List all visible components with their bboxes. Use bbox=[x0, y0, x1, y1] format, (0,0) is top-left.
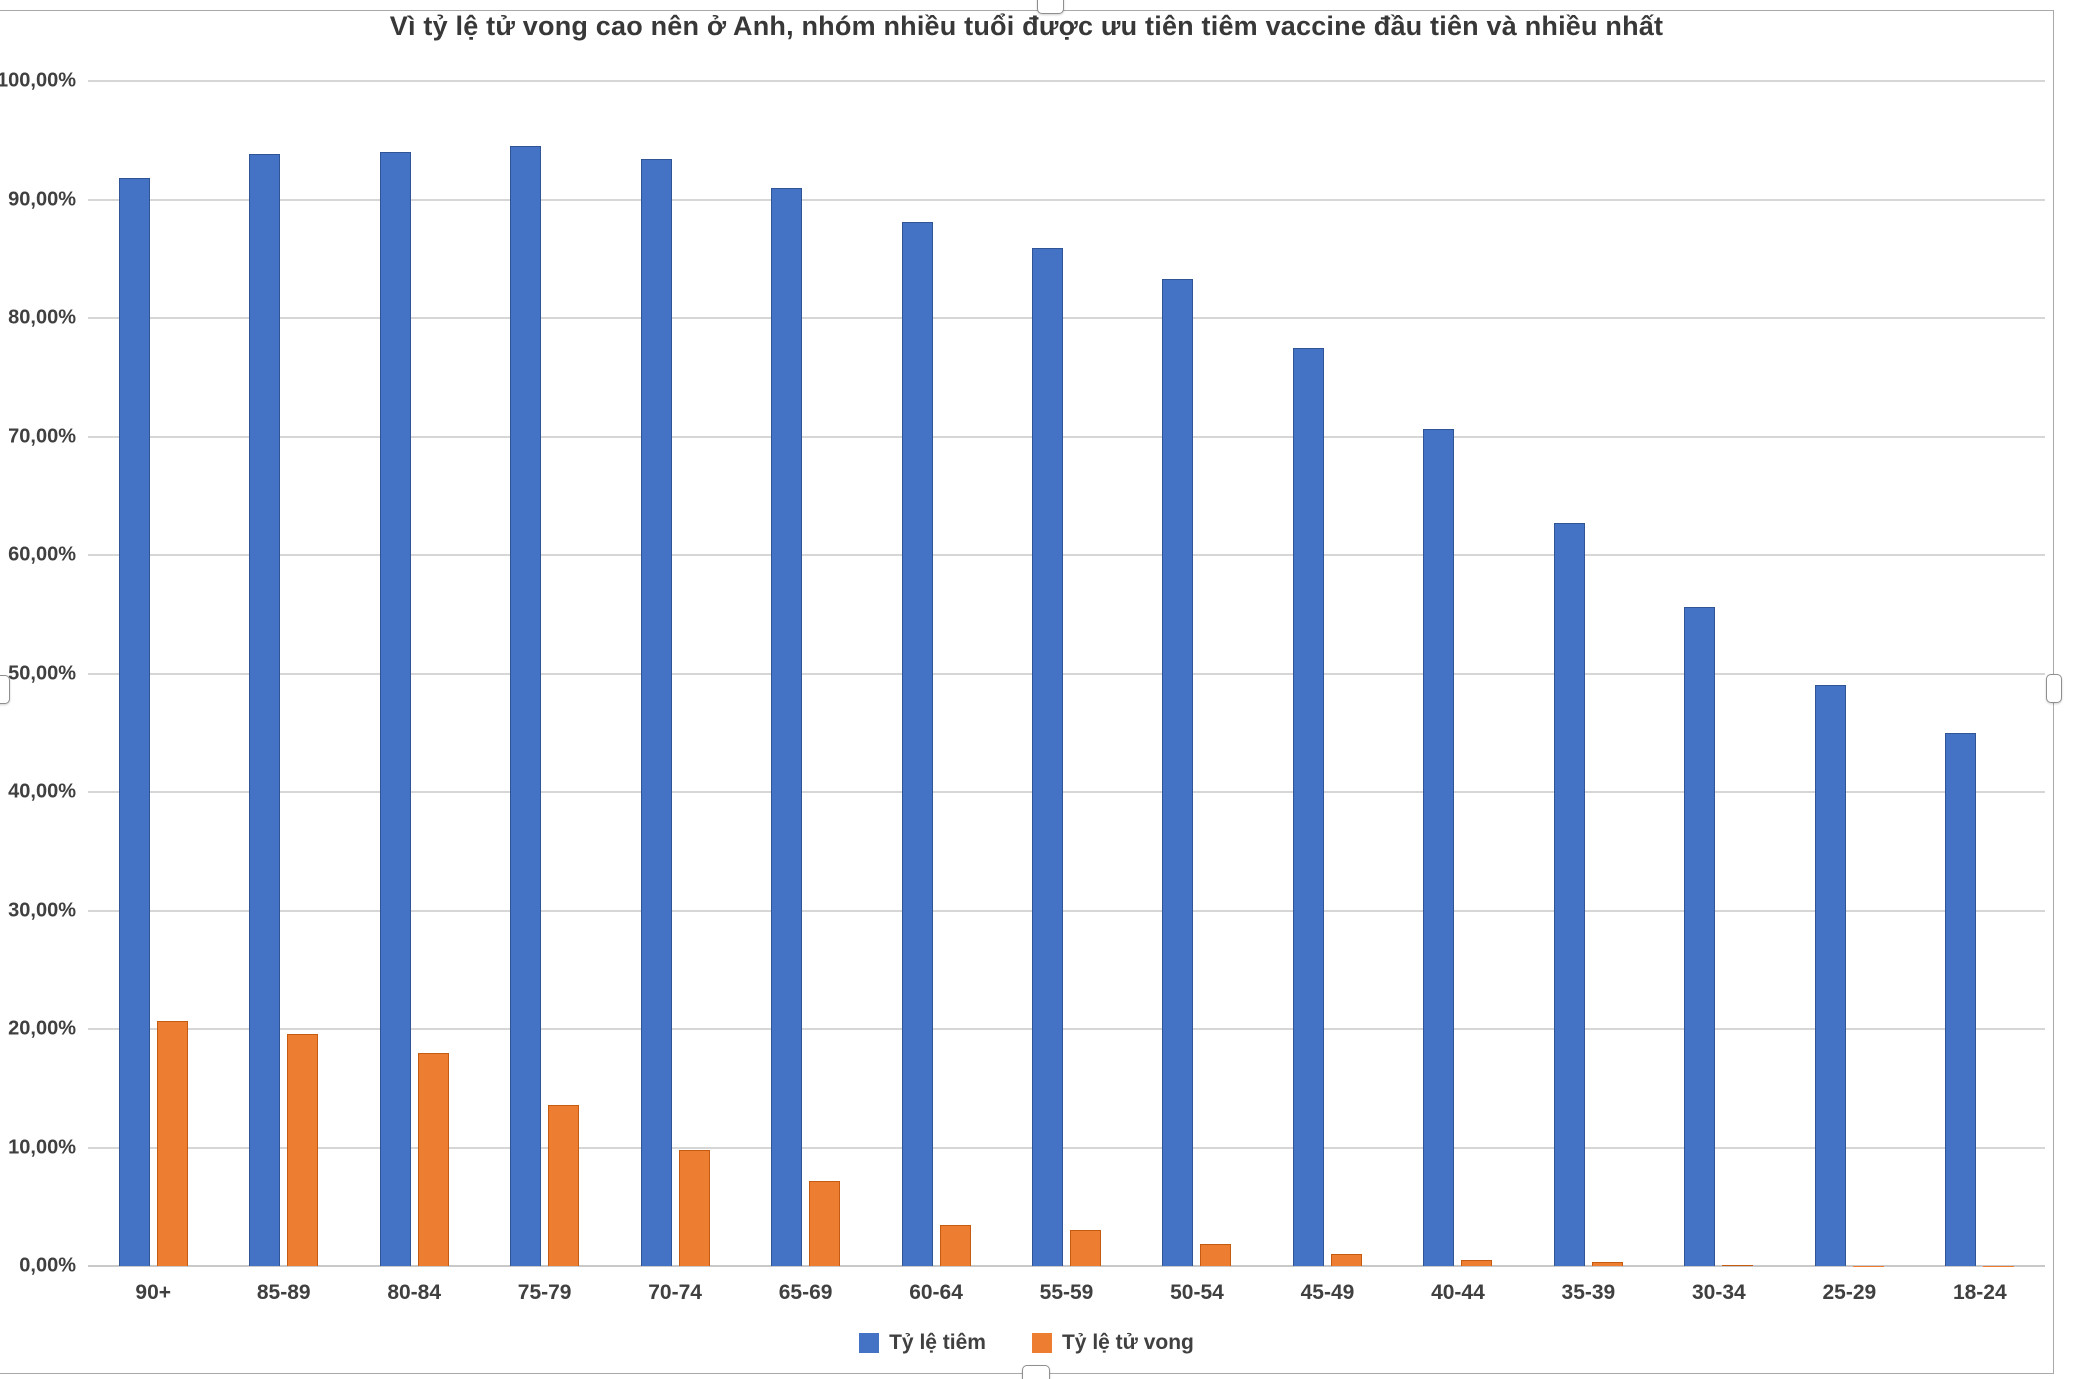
bar-ty-le-tu-vong bbox=[1591, 1262, 1623, 1266]
bar-ty-le-tiem bbox=[1292, 347, 1324, 1266]
x-tick-label: 18-24 bbox=[1952, 1281, 2007, 1304]
category-group bbox=[1654, 81, 1784, 1266]
y-gridline bbox=[88, 198, 2045, 201]
y-tick-label: 0,00% bbox=[19, 1254, 76, 1277]
bar-ty-le-tiem bbox=[379, 152, 411, 1266]
category-group bbox=[1001, 81, 1131, 1266]
y-gridline bbox=[88, 554, 2045, 556]
legend-label: Tỷ lệ tiêm bbox=[889, 1331, 986, 1354]
x-tick-label: 25-29 bbox=[1822, 1281, 1877, 1304]
category-group bbox=[88, 81, 218, 1266]
x-tick-label: 60-64 bbox=[909, 1281, 963, 1304]
category-group bbox=[871, 81, 1001, 1266]
x-tick-label: 65-69 bbox=[778, 1281, 833, 1304]
y-gridline bbox=[88, 435, 2045, 438]
resize-handle-top[interactable] bbox=[1037, 0, 1064, 14]
resize-handle-left[interactable] bbox=[0, 675, 10, 704]
bar-ty-le-tu-vong bbox=[939, 1224, 971, 1266]
bar-ty-le-tiem bbox=[1945, 732, 1977, 1266]
y-gridline bbox=[88, 1265, 2045, 1267]
x-tick-label: 70-74 bbox=[648, 1281, 702, 1304]
bar-ty-le-tiem bbox=[1423, 429, 1455, 1266]
category-group bbox=[479, 81, 609, 1266]
y-tick-label: 30,00% bbox=[8, 899, 76, 921]
legend-label: Tỷ lệ tử vong bbox=[1061, 1331, 1194, 1354]
y-gridline bbox=[88, 317, 2045, 319]
category-group bbox=[1915, 81, 2045, 1266]
x-tick-label: 40-44 bbox=[1431, 1281, 1485, 1304]
chart-title: Vì tỷ lệ tử vong cao nên ở Anh, nhóm nhi… bbox=[389, 11, 1664, 41]
y-tick-label: 50,00% bbox=[8, 662, 76, 684]
bar-ty-le-tiem bbox=[771, 187, 803, 1266]
category-group bbox=[1784, 81, 1914, 1266]
x-tick-label: 80-84 bbox=[387, 1281, 442, 1304]
category-group bbox=[1523, 81, 1653, 1266]
y-gridline bbox=[88, 1028, 2045, 1030]
bar-ty-le-tu-vong bbox=[1330, 1254, 1362, 1266]
x-tick-label: 55-59 bbox=[1039, 1281, 1094, 1304]
y-tick-label: 40,00% bbox=[8, 780, 76, 803]
y-gridline bbox=[88, 80, 2045, 82]
bar-ty-le-tiem bbox=[249, 154, 281, 1266]
y-gridline bbox=[88, 672, 2045, 675]
x-tick-label: 35-39 bbox=[1561, 1281, 1616, 1304]
x-tick-label: 50-54 bbox=[1170, 1281, 1224, 1304]
y-tick-label: 20,00% bbox=[8, 1017, 76, 1040]
category-group bbox=[1393, 81, 1523, 1266]
bar-ty-le-tiem bbox=[1814, 685, 1846, 1266]
bar-ty-le-tu-vong bbox=[156, 1020, 188, 1266]
bar-ty-le-tiem bbox=[1684, 607, 1716, 1266]
bar-ty-le-tu-vong bbox=[678, 1149, 710, 1266]
y-gridline bbox=[88, 1146, 2045, 1149]
x-tick-label: 45-49 bbox=[1300, 1281, 1355, 1304]
resize-handle-bottom[interactable] bbox=[1022, 1365, 1050, 1379]
category-group bbox=[218, 81, 348, 1266]
y-tick-label: 100,00% bbox=[0, 69, 76, 92]
plot-area: 0,00% 10,00% 20,00% 30,00% 40,00% 50,00% 60,00… bbox=[0, 70, 2045, 1277]
bar-ty-le-tiem bbox=[901, 222, 933, 1266]
category-group bbox=[349, 81, 479, 1266]
category-group bbox=[740, 81, 870, 1266]
bar-ty-le-tu-vong bbox=[1722, 1264, 1754, 1266]
y-tick-label: 10,00% bbox=[8, 1136, 76, 1158]
legend-item-ty-le-tiem: Tỷ lệ tiêm bbox=[859, 1331, 986, 1355]
legend-swatch-ty-le-tu-vong bbox=[1031, 1333, 1052, 1353]
y-tick-label: 60,00% bbox=[8, 543, 76, 566]
x-tick-label: 90+ bbox=[135, 1281, 172, 1304]
x-tick-label: 30-34 bbox=[1692, 1281, 1746, 1304]
bar-ty-le-tu-vong bbox=[548, 1104, 580, 1266]
y-tick-label: 70,00% bbox=[8, 425, 76, 447]
bar-ty-le-tiem bbox=[1032, 248, 1064, 1266]
legend-swatch-ty-le-tiem bbox=[859, 1333, 880, 1353]
bar-ty-le-tu-vong bbox=[417, 1052, 449, 1266]
bar-ty-le-tu-vong bbox=[1200, 1243, 1232, 1266]
bar-ty-le-tiem bbox=[1553, 523, 1585, 1266]
y-gridline bbox=[88, 791, 2045, 793]
bar-ty-le-tiem bbox=[640, 159, 672, 1266]
legend-item-ty-le-tu-vong: Tỷ lệ tử vong bbox=[1031, 1331, 1194, 1355]
bar-ty-le-tu-vong bbox=[287, 1033, 319, 1266]
x-tick-label: 75-79 bbox=[517, 1281, 572, 1304]
x-tick-label: 85-89 bbox=[256, 1281, 311, 1304]
category-group bbox=[1262, 81, 1392, 1266]
bar-ty-le-tiem bbox=[118, 178, 150, 1266]
bar-ty-le-tiem bbox=[510, 146, 542, 1266]
bar-ty-le-tu-vong bbox=[1461, 1260, 1493, 1266]
x-axis: 90+ 85-89 80-84 75-79 70-74 65-69 60-64 55-59 50… bbox=[88, 1281, 2045, 1305]
y-gridline bbox=[88, 909, 2045, 912]
y-tick-label: 90,00% bbox=[8, 188, 76, 210]
y-tick-label: 80,00% bbox=[8, 306, 76, 329]
bar-ty-le-tiem bbox=[1162, 278, 1194, 1266]
category-group bbox=[1132, 81, 1262, 1266]
bars-row bbox=[88, 81, 2045, 1266]
legend: Tỷ lệ tiêm Tỷ lệ tử vong bbox=[0, 1331, 2053, 1355]
category-group bbox=[610, 81, 740, 1266]
resize-handle-right[interactable] bbox=[2046, 674, 2062, 703]
bar-ty-le-tu-vong bbox=[1070, 1230, 1102, 1266]
bar-ty-le-tu-vong bbox=[809, 1180, 841, 1266]
